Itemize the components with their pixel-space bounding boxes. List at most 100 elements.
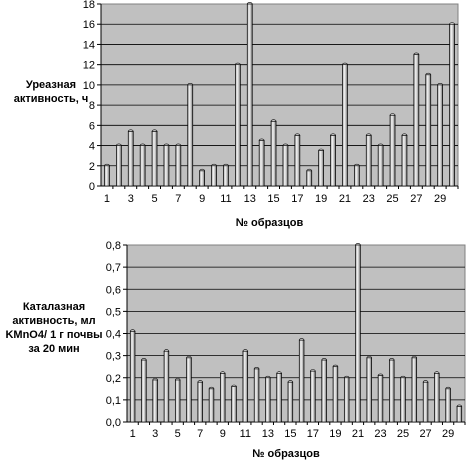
y-tick-label: 4 [89,141,95,153]
bar [208,388,215,423]
y-tick-label: 6 [89,120,95,132]
bar [253,368,260,423]
x-tick-label: 19 [329,428,341,440]
bar [129,330,136,423]
bar [310,370,316,423]
bar [377,375,384,423]
chart2-ylabel-line: за 20 мин [28,343,80,355]
y-tick-label: 0,5 [106,306,121,318]
bar [265,377,271,423]
y-tick-label: 12 [83,60,95,72]
bar [223,165,229,187]
bar [354,165,360,187]
x-tick-label: 1 [104,193,110,205]
bar [355,244,361,423]
bar [425,74,432,187]
x-axis-title: № образцов [236,217,304,229]
bar [116,145,122,187]
y-tick-label: 0 [89,181,95,193]
x-tick-label: 21 [352,428,364,440]
y-tick-label: 10 [83,80,95,92]
bar [139,145,146,187]
y-tick-label: 0,4 [106,329,121,341]
bar [163,350,170,423]
x-tick-label: 7 [197,428,203,440]
bar [411,357,418,423]
bar [306,170,313,187]
chart2-ylabel-line: Каталазная [22,301,86,313]
bar [365,135,372,187]
x-tick-label: 23 [374,428,386,440]
y-tick-label: 0,7 [106,262,121,274]
y-tick-label: 2 [89,161,95,173]
y-tick-label: 0,8 [106,240,121,252]
x-axis-title: № образцов [252,448,320,460]
y-tick-label: 0,0 [106,417,121,429]
x-tick-label: 11 [240,428,251,440]
x-tick-label: 19 [315,193,327,205]
bar [422,381,429,423]
y-tick-label: 0,1 [106,395,121,407]
bar [401,135,408,187]
x-tick-label: 9 [199,193,205,205]
bar [127,131,134,187]
y-tick-label: 0,3 [106,351,121,363]
x-tick-label: 13 [262,428,274,440]
x-tick-label: 5 [175,428,181,440]
bar [456,406,463,423]
bar [389,359,395,423]
x-tick-label: 23 [363,193,375,205]
bar [211,165,217,187]
bar [104,165,110,187]
bar [437,84,443,187]
bar [231,386,237,423]
x-tick-label: 27 [419,428,431,440]
chart2-ylabel-line: KMnO4/ 1 г почвы [5,329,103,341]
x-tick-label: 9 [220,428,226,440]
x-tick-label: 3 [152,428,158,440]
chart1-ylabel: Уреазная активность, ч [6,78,96,106]
bar [141,359,147,423]
x-tick-label: 3 [128,193,134,205]
x-tick-label: 17 [307,428,319,440]
x-tick-label: 1 [130,428,136,440]
bar [242,350,249,423]
x-tick-label: 29 [434,193,446,205]
chart2-ylabel: Каталазная активность, мл KMnO4/ 1 г поч… [4,300,104,356]
bar [187,84,194,187]
y-tick-label: 0,6 [106,284,121,296]
bar [235,64,241,187]
bar [449,23,455,187]
bar [318,150,324,187]
x-tick-label: 7 [175,193,181,205]
x-tick-label: 25 [397,428,409,440]
chart2-ylabel-line: активность, мл [12,315,96,327]
x-tick-label: 15 [284,428,296,440]
bar [377,145,384,187]
bar [151,131,158,187]
x-tick-label: 11 [220,193,231,205]
x-tick-label: 21 [339,193,351,205]
bar [298,339,305,423]
bar [197,381,203,423]
x-tick-label: 17 [291,193,303,205]
bar [445,388,451,423]
y-tick-label: 14 [83,39,95,51]
chart1-ylabel-line: Уреазная [25,79,77,91]
bar [413,54,420,187]
chart-catalase: 0,00,10,20,30,40,50,60,70,81 3 5 7 9 11 13 15 17… [106,240,466,460]
bar [246,3,253,187]
bar [199,170,205,187]
bar [332,366,339,423]
y-tick-label: 0,2 [106,373,121,385]
bar [400,377,406,423]
bar [330,135,336,187]
bar [186,357,192,423]
x-tick-label: 13 [244,193,256,205]
bar [343,377,350,423]
plot-area [100,3,459,187]
bar [366,357,372,423]
bar [175,145,182,187]
x-tick-label: 15 [267,193,279,205]
